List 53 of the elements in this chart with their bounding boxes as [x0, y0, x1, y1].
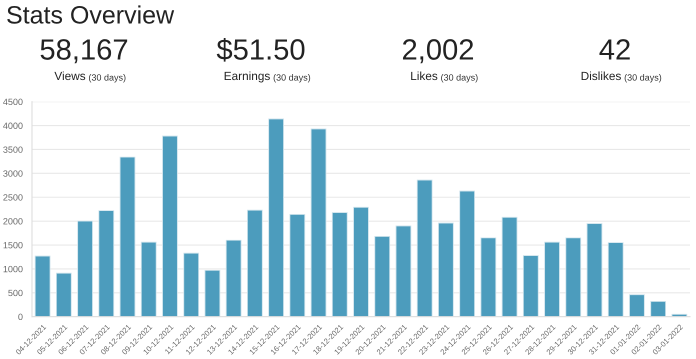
text: 42	[599, 39, 630, 60]
bar	[226, 240, 242, 317]
text: (30 days)	[624, 74, 662, 82]
y-tick-label: 2500	[3, 194, 23, 201]
text: Views	[54, 71, 86, 80]
text: $51.50	[216, 38, 304, 62]
bar	[608, 242, 624, 317]
bar	[140, 242, 157, 317]
bar	[204, 270, 220, 317]
text: 2,002	[402, 39, 474, 64]
text: (30 days)	[88, 74, 126, 82]
y-tick-label: 3500	[3, 146, 23, 153]
y-tick-label: 0	[18, 314, 23, 320]
text: Likes	[411, 71, 438, 80]
bar	[629, 294, 645, 317]
y-tick-label: 2000	[3, 218, 23, 225]
y-tick-label: 1500	[4, 242, 23, 248]
y-tick-label: 4500	[3, 98, 23, 106]
text: Dislikes	[582, 71, 621, 80]
y-tick-label: 500	[8, 290, 23, 296]
y-tick-label: 3000	[3, 170, 23, 177]
bar	[416, 180, 433, 317]
bar	[502, 216, 518, 317]
bar	[120, 156, 136, 317]
bar	[289, 214, 306, 317]
bar	[650, 300, 666, 317]
bar	[77, 220, 93, 317]
bar	[98, 210, 114, 317]
bar	[162, 136, 178, 317]
bar	[586, 223, 602, 317]
bar	[438, 222, 454, 317]
bar	[268, 118, 284, 317]
text: (30 days)	[274, 74, 310, 82]
bar	[374, 236, 390, 317]
text: Earnings	[224, 71, 270, 82]
bar	[544, 242, 560, 317]
bar	[522, 255, 539, 317]
text: (30 days)	[441, 74, 478, 82]
bar	[310, 128, 326, 317]
bar	[396, 226, 412, 317]
bar	[332, 212, 348, 317]
text: Stats Overview	[7, 5, 174, 24]
bar	[56, 272, 72, 317]
bar	[480, 237, 496, 317]
y-tick-label: 1000	[4, 266, 23, 272]
y-tick-label: 4000	[3, 122, 23, 129]
bar	[247, 210, 263, 317]
bar	[565, 237, 582, 317]
text: 58,167	[40, 39, 128, 64]
bar	[183, 252, 200, 317]
bar	[353, 206, 369, 317]
bar	[459, 190, 475, 317]
bar	[34, 256, 50, 317]
